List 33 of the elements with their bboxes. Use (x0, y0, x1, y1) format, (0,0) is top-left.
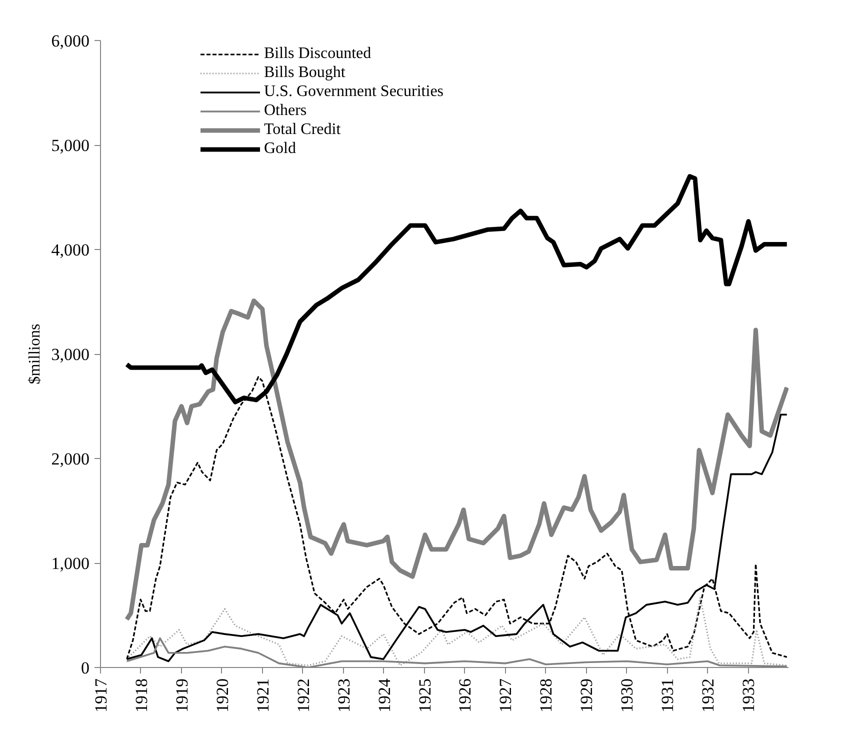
x-tick-label: 1917 (92, 678, 110, 712)
x-tick-label: 1921 (253, 678, 272, 712)
legend-label: Bills Discounted (264, 45, 372, 63)
x-tick-label: 1927 (496, 678, 516, 712)
x-tick-label: 1922 (294, 678, 313, 712)
x-tick-label: 1932 (698, 678, 718, 712)
x-tick-label: 1923 (334, 678, 354, 712)
legend-label: U.S. Government Securities (264, 83, 444, 101)
x-tick-label: 1928 (536, 678, 556, 712)
x-tick-label: 1929 (577, 678, 596, 712)
legend-label: Others (264, 102, 307, 120)
y-tick-label: 4,000 (51, 240, 90, 260)
y-tick-label: 1,000 (51, 554, 90, 573)
x-tick-label: 1926 (456, 678, 475, 712)
line-series (126, 596, 788, 666)
y-tick-label: 6,000 (51, 32, 90, 50)
line-series (124, 298, 788, 622)
y-tick-label: 0 (81, 658, 90, 678)
x-tick-label: 1925 (415, 678, 434, 712)
y-axis-title: $millions (26, 324, 44, 384)
y-tick-label: 2,000 (51, 450, 90, 468)
legend-label: Bills Bought (264, 64, 346, 82)
y-tick-label: 5,000 (51, 136, 90, 155)
x-tick-label: 1924 (374, 678, 394, 712)
legend-label: Gold (264, 140, 296, 158)
y-tick-label: 3,000 (51, 345, 90, 364)
x-tick-label: 1919 (172, 678, 192, 712)
x-tick-label: 1933 (739, 678, 758, 712)
legend-label: Total Credit (264, 121, 341, 139)
x-tick-label: 1920 (212, 678, 232, 712)
x-tick-label: 1930 (618, 678, 637, 712)
x-tick-label: 1918 (132, 678, 151, 712)
x-tick-label: 1931 (658, 678, 678, 712)
